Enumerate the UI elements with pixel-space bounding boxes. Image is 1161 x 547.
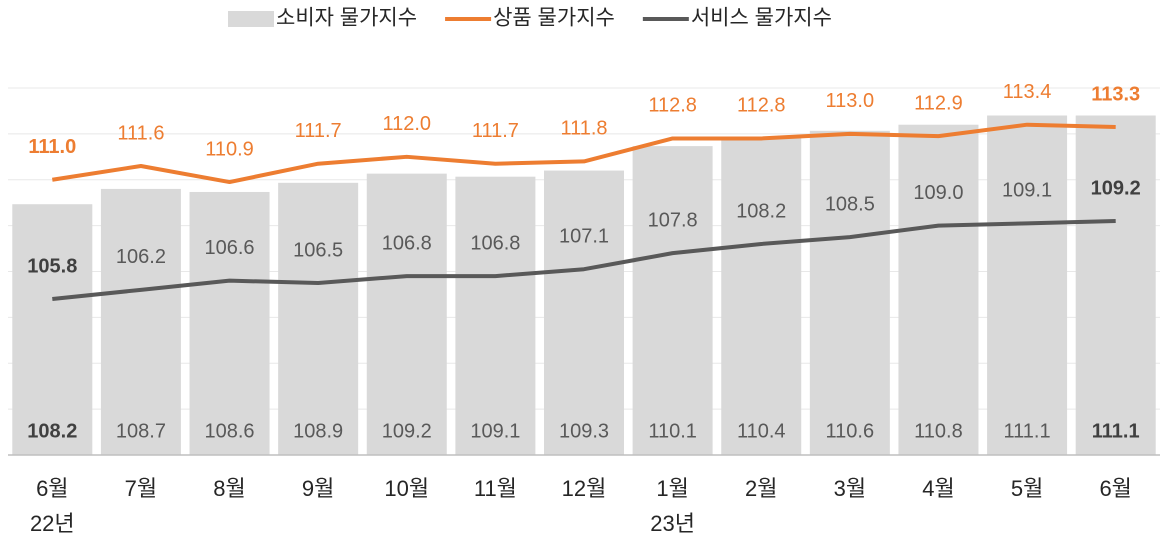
data-label: 108.2 — [736, 200, 786, 222]
data-label: 111.1 — [1092, 420, 1140, 442]
bar — [12, 204, 93, 455]
bar — [632, 146, 713, 455]
data-label: 108.9 — [293, 420, 343, 442]
data-label: 112.8 — [648, 95, 697, 117]
data-label: 110.8 — [914, 420, 963, 442]
data-label: 108.2 — [27, 420, 77, 442]
x-tick-label: 4월 — [922, 476, 954, 501]
x-tick-label: 11월 — [474, 476, 517, 501]
x-tick-label: 6월 — [36, 476, 68, 501]
x-tick-label: 1월 — [656, 476, 688, 501]
bar — [987, 115, 1068, 456]
line — [52, 219, 1116, 302]
data-label: 111.7 — [295, 120, 342, 142]
data-label: 107.8 — [648, 209, 698, 231]
data-label: 110.1 — [648, 420, 697, 442]
bar — [366, 173, 447, 455]
bar — [809, 130, 890, 456]
x-tick-label: 9월 — [302, 476, 334, 501]
data-label: 111.7 — [472, 120, 519, 142]
data-label: 106.8 — [382, 232, 432, 254]
data-label: 111.8 — [560, 118, 607, 140]
x-tick-label: 2월 — [745, 476, 777, 501]
x-tick-label: 3월 — [834, 476, 866, 501]
data-label: 112.8 — [737, 95, 786, 117]
bar — [1075, 115, 1156, 456]
data-label: 112.0 — [382, 113, 431, 135]
data-label: 108.5 — [825, 193, 875, 215]
data-label: 113.4 — [1003, 81, 1052, 103]
x-group-label: 22년 — [30, 511, 75, 536]
x-tick-label: 10월 — [384, 476, 429, 501]
data-label: 106.5 — [293, 239, 343, 261]
data-label: 109.0 — [913, 182, 963, 204]
x-tick-label: 5월 — [1011, 476, 1043, 501]
data-label: 107.1 — [559, 225, 609, 247]
x-tick-label: 6월 — [1099, 476, 1131, 501]
x-tick-label: 7월 — [125, 476, 157, 501]
data-label: 110.6 — [826, 420, 875, 442]
data-label: 111.0 — [28, 136, 76, 158]
data-label: 112.9 — [914, 92, 963, 114]
data-label: 106.2 — [116, 246, 166, 268]
bar — [100, 188, 181, 456]
bar — [278, 182, 359, 455]
x-group-label: 23년 — [650, 511, 695, 536]
legend-swatch — [228, 11, 274, 27]
data-label: 111.1 — [1004, 420, 1051, 442]
bar — [189, 191, 270, 455]
bar — [898, 124, 979, 455]
data-label: 106.6 — [205, 237, 255, 259]
data-label: 113.0 — [826, 90, 875, 112]
data-label: 110.9 — [205, 138, 254, 160]
data-label: 109.1 — [470, 420, 520, 442]
x-tick-label: 8월 — [213, 476, 245, 501]
data-label: 110.4 — [737, 420, 786, 442]
data-label: 113.3 — [1091, 83, 1140, 105]
data-label: 111.6 — [117, 122, 164, 144]
data-label: 109.1 — [1002, 180, 1052, 202]
x-tick-label: 12월 — [562, 476, 607, 501]
data-label: 105.8 — [27, 255, 77, 277]
data-label: 106.8 — [470, 232, 520, 254]
bar — [455, 176, 536, 456]
data-label: 109.3 — [559, 420, 609, 442]
data-label: 109.2 — [1091, 177, 1141, 199]
bar — [721, 136, 802, 455]
legend-label: 소비자 물가지수 — [276, 7, 417, 30]
data-label: 108.6 — [205, 420, 255, 442]
data-label: 108.7 — [116, 420, 166, 442]
bar — [544, 170, 624, 455]
legend-label: 상품 물가지수 — [493, 7, 615, 30]
legend-label: 서비스 물가지수 — [691, 7, 832, 30]
data-label: 109.2 — [382, 420, 432, 442]
line — [52, 122, 1116, 185]
